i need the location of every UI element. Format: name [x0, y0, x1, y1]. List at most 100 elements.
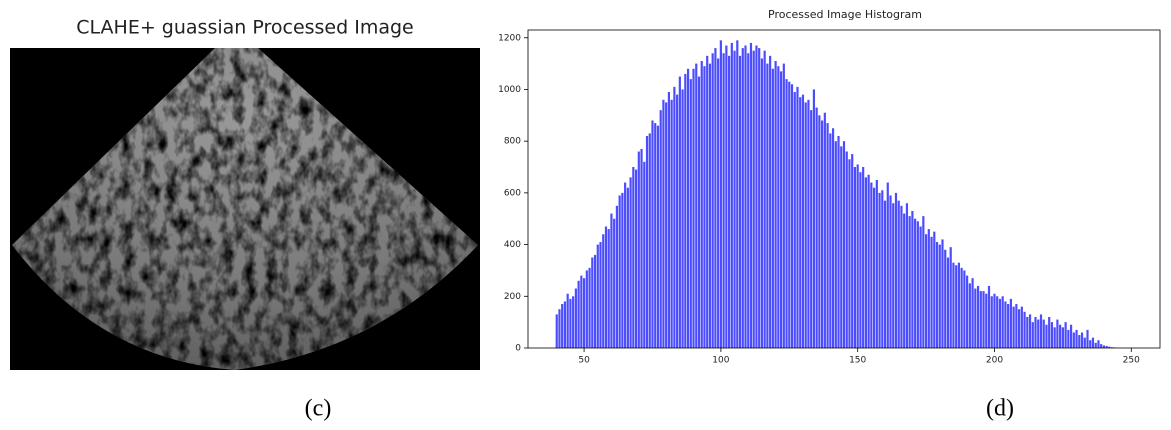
bar: [1056, 319, 1059, 348]
bar: [670, 99, 673, 349]
bar: [651, 120, 654, 348]
bar: [941, 239, 944, 348]
bar: [730, 42, 733, 349]
bar: [864, 177, 867, 348]
bar: [1037, 319, 1040, 348]
bar: [684, 73, 687, 348]
bar: [618, 195, 621, 348]
bar: [955, 265, 958, 348]
bar: [744, 45, 747, 348]
bar: [927, 229, 930, 348]
bar: [873, 187, 876, 348]
bar: [706, 55, 709, 348]
bar: [881, 190, 884, 348]
bar: [1094, 342, 1097, 348]
bar: [771, 68, 774, 348]
bar: [810, 110, 813, 349]
bar: [645, 136, 649, 348]
bar: [747, 53, 750, 349]
bar: [1108, 346, 1111, 348]
bar: [676, 94, 679, 348]
bar: [1023, 311, 1026, 348]
bar: [812, 89, 815, 349]
plot-frame: [527, 29, 1161, 349]
bar: [591, 257, 594, 348]
bar: [626, 187, 629, 348]
bar: [711, 53, 714, 349]
bar: [654, 123, 657, 348]
bar: [561, 304, 564, 348]
bar: [990, 296, 993, 348]
bar: [703, 66, 706, 348]
bar: [998, 298, 1002, 348]
bar: [924, 234, 928, 348]
bar: [643, 161, 646, 348]
bar: [588, 267, 591, 348]
bar: [569, 298, 572, 348]
bar: [621, 192, 624, 348]
bar: [779, 71, 783, 349]
bar: [1100, 344, 1103, 348]
bar: [648, 133, 651, 348]
bar: [831, 128, 835, 348]
bar: [1091, 337, 1095, 348]
bar: [821, 120, 824, 348]
bar: [1028, 314, 1032, 348]
bar: [1080, 332, 1084, 348]
bar: [758, 48, 761, 348]
bar: [785, 79, 788, 348]
bar: [1053, 327, 1056, 348]
bar: [982, 291, 985, 348]
bar: [1061, 327, 1064, 348]
bar: [695, 63, 698, 349]
bar: [1031, 322, 1034, 348]
bar: [1034, 316, 1037, 348]
y-tick-label: 200: [504, 292, 521, 302]
bar: [826, 123, 829, 348]
bar: [892, 203, 895, 348]
bar: [774, 61, 777, 349]
bar: [629, 177, 632, 348]
caption: (c): [305, 396, 332, 422]
bar: [566, 293, 569, 348]
bar: [793, 92, 796, 348]
bar: [686, 68, 690, 348]
bar: [919, 226, 922, 348]
bar: [845, 151, 848, 348]
bar: [749, 42, 753, 349]
bar: [596, 244, 599, 348]
bar: [837, 136, 840, 348]
bar: [582, 278, 586, 348]
bar: [689, 79, 692, 348]
bar: [738, 55, 742, 348]
bar: [1015, 304, 1018, 348]
bar: [640, 148, 643, 348]
bar: [1001, 296, 1004, 348]
bar: [985, 293, 988, 348]
bar: [763, 50, 766, 349]
bar: [823, 112, 826, 348]
bar: [613, 218, 616, 348]
bar: [662, 99, 665, 349]
bar: [1064, 322, 1067, 348]
bar: [1078, 335, 1081, 348]
bar: [818, 115, 821, 348]
bar: [697, 76, 701, 348]
bar: [555, 314, 558, 348]
bar: [572, 296, 575, 348]
bar: [585, 270, 588, 348]
bar: [894, 192, 898, 348]
y-tick-label: 0: [515, 344, 521, 354]
bar: [563, 301, 567, 348]
bar: [1102, 345, 1106, 348]
bar: [727, 55, 731, 348]
bar: [840, 146, 843, 348]
bar: [1105, 345, 1108, 348]
bar: [976, 285, 980, 348]
bar: [599, 242, 602, 348]
bar: [673, 86, 676, 348]
bar: [607, 229, 610, 348]
bar: [853, 167, 857, 348]
bar: [1069, 324, 1073, 348]
